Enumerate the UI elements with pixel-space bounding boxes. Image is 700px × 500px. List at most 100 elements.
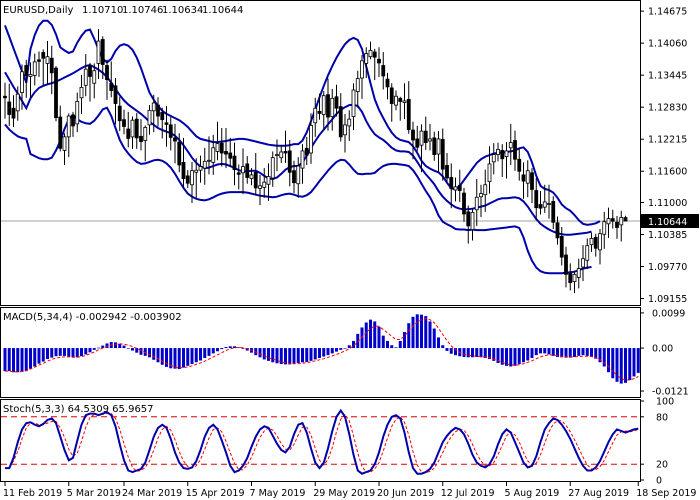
candle-body-up [190,170,194,186]
candle-body-down [317,110,322,114]
candle [581,245,585,282]
candle [576,258,581,289]
candle-body-up [355,78,360,92]
macd-bar [29,348,32,369]
candle-body-up [75,101,80,125]
candle-body-down [385,78,390,88]
macd-axis: 0.0099 0.00 -0.0121 [640,308,689,398]
candle [160,107,165,139]
candle [619,210,624,242]
candle-body-down [122,119,126,127]
candle [88,62,92,102]
candle-body-up [79,86,84,99]
macd-bar [547,348,551,355]
candle-body-down [406,98,411,130]
macd-bar [177,348,181,370]
candle [606,207,611,238]
candle-body-down [160,111,165,121]
macd-bar [173,348,177,369]
price-tick-label: 1.12830 [648,103,687,114]
candle-body-up [602,221,607,235]
candle-body-down [37,59,41,62]
candle [181,137,186,187]
candle-body-down [117,105,122,122]
candle-body-down [236,172,241,175]
macd-bar [386,340,389,349]
macd-bar [441,345,445,349]
macd-bar [369,319,372,349]
candle-body-down [156,104,160,117]
candle-body-up [428,138,432,142]
candle [474,179,479,226]
candle [49,45,54,95]
candle-body-up [606,218,611,225]
macd-bar [84,348,88,355]
stoch-panel-frame [0,399,641,482]
candle [92,63,97,99]
macd-bar [568,348,572,358]
macd-bar [58,348,62,356]
macd-bar [67,348,71,357]
macd-bar [352,340,355,349]
candle [270,151,275,187]
candle [245,156,250,184]
candle-body-down [389,87,394,104]
candle [500,144,505,177]
candle [432,131,437,161]
macd-bar [284,348,287,365]
candle-body-down [3,95,7,99]
macd-bar [118,343,122,349]
macd-bar [126,348,130,349]
macd-bar [92,348,96,350]
candle-body-down [134,118,139,139]
candle [445,153,449,183]
macd-tick-label: 0.0099 [652,308,685,319]
macd-bar [114,342,117,349]
candle-body-down [432,137,437,155]
candle-body-down [113,85,118,104]
macd-bar [7,348,11,372]
candle [109,61,114,98]
candle [236,164,241,190]
candle-body-up [589,237,594,246]
candle [79,74,84,114]
candle-body-up [585,245,590,261]
candle [491,143,496,175]
candle-body-down [24,65,29,77]
price-panel: 1.09155 1.09770 1.10385 1.11000 1.11600 1.122… [0,0,699,306]
price-tick-label: 1.09155 [648,294,687,305]
candle-body-up [483,184,488,196]
candle-body-up [300,150,305,169]
candle-body-down [513,140,517,160]
candle [466,205,471,244]
macd-bar [611,348,615,379]
candle [449,163,454,209]
candle [538,191,543,215]
candle [385,72,390,100]
candle-body-up [581,258,585,268]
macd-bar [590,348,593,357]
candle-body-up [347,118,352,127]
macd-bar [492,348,496,361]
candle [262,168,267,198]
candle [428,123,432,151]
macd-bar [16,348,20,373]
macd-bar [432,328,436,349]
candle [521,162,526,199]
candle-body-up [474,196,479,211]
macd-bar [143,348,147,356]
candle [185,170,190,188]
macd-bar [237,347,241,349]
stoch-panel: 100 80 20 0 Stoch(5,3,3) 64.5309 65.9657 [0,397,674,487]
candle [156,97,160,127]
macd-panel-frame [0,307,641,398]
candle [347,110,352,142]
candle-body-down [500,149,505,160]
macd-bar [322,348,326,357]
price-tick-label: 1.11600 [648,167,687,178]
time-tick-label: 15 Apr 2019 [186,488,245,499]
macd-bar [424,316,428,349]
macd-bar [318,348,321,359]
candle-body-down [521,174,526,182]
